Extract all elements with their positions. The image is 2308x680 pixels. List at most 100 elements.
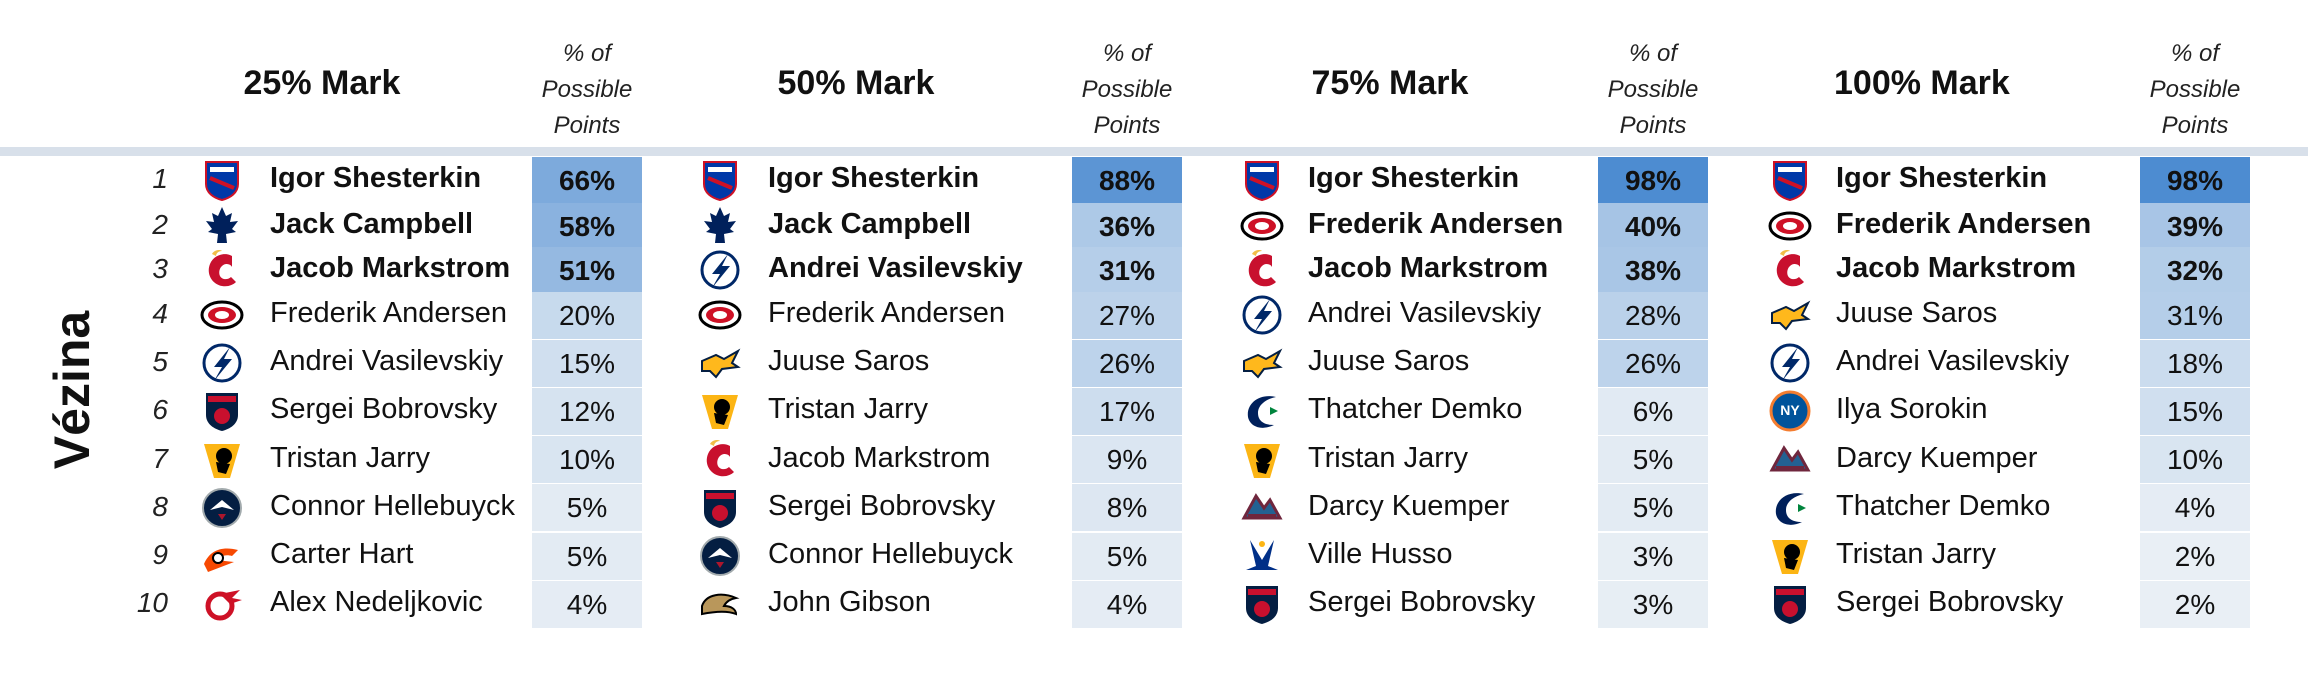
team-logo-icon [200, 158, 244, 202]
pct-cell: 8% [1072, 484, 1182, 532]
pct-cell: 10% [532, 436, 642, 484]
player-name: Jacob Markstrom [1836, 252, 2077, 284]
player-name: Connor Hellebuyck [768, 538, 1014, 570]
team-logo-icon [200, 389, 244, 433]
rank-label: 1 [152, 163, 168, 194]
team-logo-icon [200, 341, 244, 385]
pct-cell: 9% [1072, 436, 1182, 484]
player-name: Jack Campbell [270, 208, 474, 240]
player-name: Jacob Markstrom [768, 441, 991, 474]
team-logo-icon [1768, 582, 1812, 626]
team-logo-icon [1240, 486, 1284, 530]
pct-column-header: % of Possible Points [532, 36, 642, 144]
column-title: 100% Mark [1834, 64, 2010, 102]
pct-cell: 39% [2140, 202, 2250, 250]
team-logo-icon [698, 534, 742, 578]
pct-cell: 15% [2140, 387, 2250, 435]
team-logo-icon: NY [1768, 389, 1812, 433]
pct-cell: 6% [1598, 387, 1708, 435]
team-logo-icon [200, 204, 244, 248]
player-name: Tristan Jarry [1836, 538, 1997, 570]
team-logo-icon [1768, 204, 1812, 248]
player-name: Frederik Andersen [768, 297, 1005, 329]
column-title: 75% Mark [1311, 64, 1469, 102]
column-title: 25% Mark [243, 64, 401, 102]
pct-cell: 12% [532, 387, 642, 435]
player-name: Tristan Jarry [768, 393, 929, 426]
pct-header-line: Possible [2149, 76, 2241, 103]
rank-label: 5 [152, 346, 168, 378]
column-title: 50% Mark [777, 64, 935, 102]
team-logo-icon [1768, 534, 1812, 578]
player-name: Frederik Andersen [1836, 208, 2092, 240]
team-logo-icon [1240, 204, 1284, 248]
player-name: Ilya Sorokin [1836, 393, 1988, 426]
team-logo-icon [200, 582, 244, 626]
pct-header-line: Points [2161, 112, 2229, 139]
pct-cell: 26% [1072, 339, 1182, 387]
player-name: Alex Nedeljkovic [270, 586, 483, 619]
pct-cell: 27% [1072, 291, 1182, 339]
pct-header-line: Possible [1607, 76, 1699, 103]
rank-label: 6 [152, 394, 168, 426]
team-logo-icon [200, 438, 244, 482]
rank-label: 2 [152, 209, 168, 240]
pct-cell: 4% [2140, 484, 2250, 532]
pct-column-header: % of Possible Points [1598, 36, 1708, 144]
player-name: Juuse Saros [1308, 345, 1470, 378]
pct-header-line: Possible [1081, 76, 1173, 103]
player-name: Connor Hellebuyck [270, 489, 516, 522]
pct-cell: 2% [2140, 532, 2250, 580]
player-name: Thatcher Demko [1308, 393, 1523, 426]
pct-header-line: Points [1093, 112, 1161, 139]
player-name: Andrei Vasilevskiy [768, 252, 1023, 284]
rank-label: 8 [152, 490, 168, 522]
player-name: Andrei Vasilevskiy [270, 345, 504, 378]
pct-header-line: Possible [541, 76, 633, 103]
pct-column-header: % of Possible Points [1072, 36, 1182, 144]
player-name: Tristan Jarry [270, 441, 431, 474]
team-logo-icon [698, 341, 742, 385]
player-name: Frederik Andersen [270, 297, 507, 329]
pct-cell: 17% [1072, 387, 1182, 435]
team-logo-icon [1768, 248, 1812, 292]
rank-label: 10 [136, 587, 168, 619]
pct-cell: 66% [532, 156, 642, 204]
pct-cell: 58% [532, 202, 642, 250]
pct-cell: 20% [532, 291, 642, 339]
award-title: Vézina [44, 310, 100, 470]
pct-cell: 10% [2140, 436, 2250, 484]
pct-column-header: % of Possible Points [2140, 36, 2250, 144]
player-name: Juuse Saros [768, 345, 930, 378]
pct-cell: 5% [532, 484, 642, 532]
player-name: Jacob Markstrom [270, 252, 511, 284]
player-name: Igor Shesterkin [270, 162, 482, 194]
pct-cell: 32% [2140, 246, 2250, 294]
pct-cell: 3% [1598, 532, 1708, 580]
player-name: Tristan Jarry [1308, 441, 1469, 474]
player-name: Darcy Kuemper [1308, 489, 1510, 522]
team-logo-icon [698, 204, 742, 248]
team-logo-icon [1768, 158, 1812, 202]
team-logo-icon [200, 486, 244, 530]
player-name: Jacob Markstrom [1308, 252, 1549, 284]
team-logo-icon [1768, 341, 1812, 385]
pct-cell: 31% [2140, 291, 2250, 339]
team-logo-icon [1240, 438, 1284, 482]
pct-cell: 2% [2140, 580, 2250, 628]
team-logo-icon [1768, 486, 1812, 530]
pct-header-line: % of [1102, 40, 1152, 67]
pct-header-line: % of [2170, 40, 2220, 67]
player-name: Sergei Bobrovsky [270, 393, 498, 426]
team-logo-icon [1240, 341, 1284, 385]
pct-header-line: Points [1619, 112, 1687, 139]
pct-cell: 36% [1072, 202, 1182, 250]
pct-header-line: Points [553, 112, 621, 139]
pct-cell: 51% [532, 246, 642, 294]
team-logo-icon [1240, 534, 1284, 578]
pct-cell: 5% [532, 532, 642, 580]
team-logo-icon [1240, 582, 1284, 626]
pct-cell: 88% [1072, 156, 1182, 204]
team-logo-icon [698, 582, 742, 626]
